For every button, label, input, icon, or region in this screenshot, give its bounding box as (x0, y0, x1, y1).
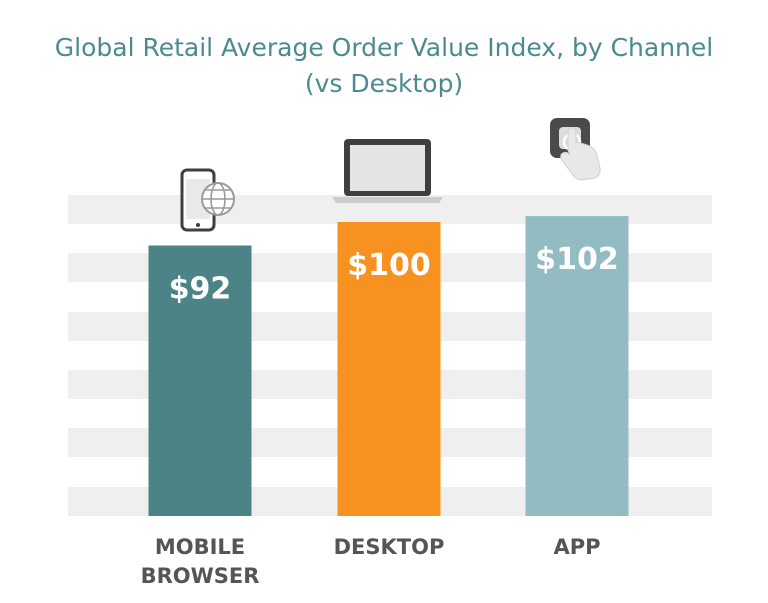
bars (148, 216, 629, 516)
category-label: DESKTOP (334, 535, 445, 559)
chart-title: Global Retail Average Order Value Index,… (0, 30, 768, 102)
app-tap-icon (550, 118, 601, 181)
category-label: BROWSER (141, 564, 260, 588)
value-labels: $92 $100 $102 (169, 242, 619, 306)
bar-value-label: $100 (347, 248, 431, 283)
category-labels: MOBILE BROWSER DESKTOP APP (141, 535, 601, 588)
chart-title-line-2: (vs Desktop) (304, 69, 464, 98)
bar (337, 222, 441, 516)
bar-value-label: $92 (169, 272, 232, 307)
bar-value-label: $102 (535, 242, 619, 277)
channel-icons (180, 118, 601, 232)
category-label: APP (553, 535, 600, 559)
laptop-icon (332, 139, 443, 203)
bar (148, 245, 252, 516)
category-label: MOBILE (155, 535, 245, 559)
bar (525, 216, 629, 516)
chart-title-line-1: Global Retail Average Order Value Index,… (54, 33, 714, 62)
smartphone-globe-icon (180, 168, 235, 232)
